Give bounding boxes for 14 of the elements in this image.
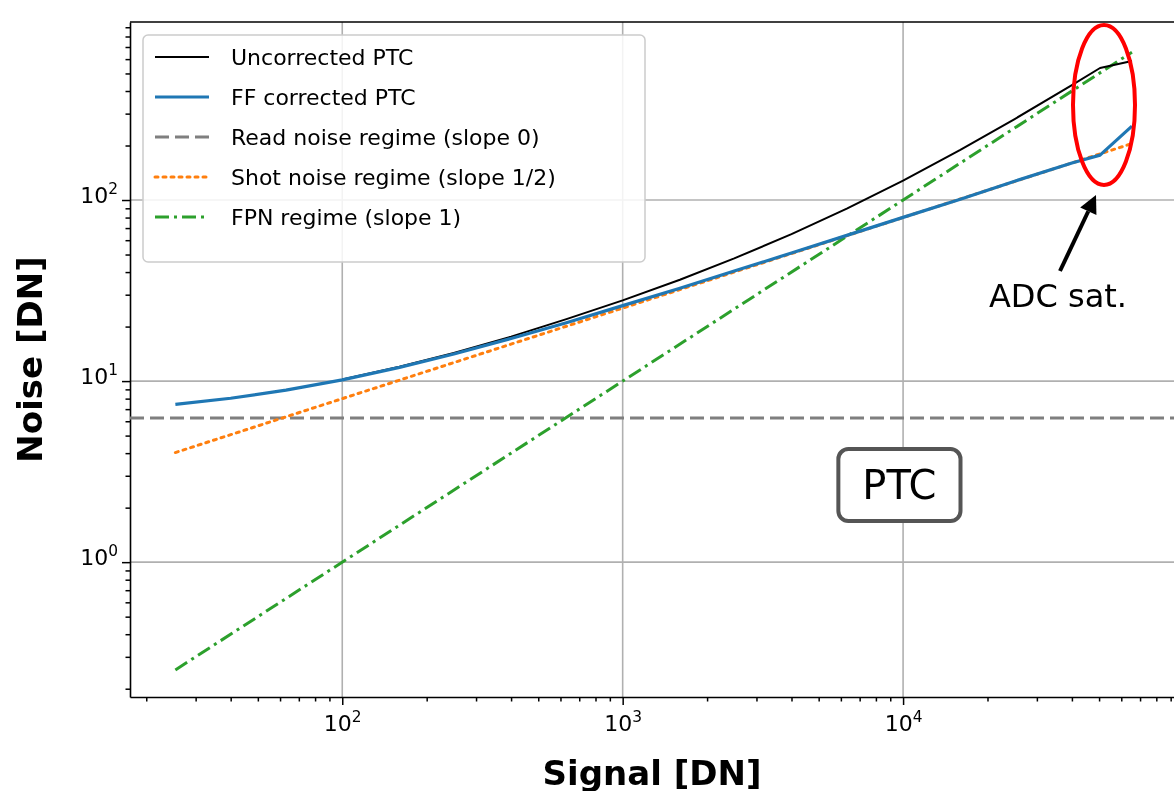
- y-tick-label: 10$^{1}$: [80, 360, 118, 389]
- legend-label: Shot noise regime (slope 1/2): [231, 165, 556, 190]
- annotation: ADC sat.: [988, 277, 1128, 315]
- x-tick-label: 10$^{2}$: [323, 708, 362, 737]
- legend-label: FPN regime (slope 1): [231, 205, 462, 230]
- legend-label: Read noise regime (slope 0): [231, 125, 540, 150]
- y-tick-label: 10$^{0}$: [80, 541, 118, 570]
- x-tick-label: 10$^{3}$: [604, 708, 643, 737]
- legend-label: FF corrected PTC: [231, 85, 416, 110]
- annotation: PTC: [862, 462, 937, 509]
- legend-label: Uncorrected PTC: [231, 45, 414, 70]
- y-axis-title: Noise [DN]: [10, 256, 50, 463]
- x-tick-label: 10$^{4}$: [884, 708, 923, 737]
- y-tick-label: 10$^{2}$: [80, 179, 118, 208]
